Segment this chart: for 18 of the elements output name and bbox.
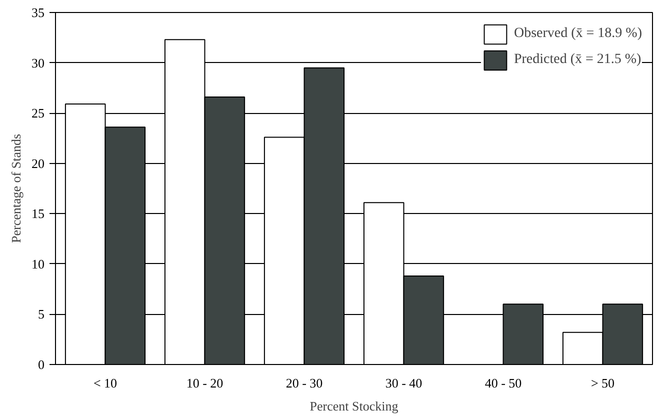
x-tick-label: > 50 (590, 376, 615, 390)
y-tick-label: 15 (32, 206, 44, 222)
y-tick-label: 0 (38, 357, 44, 372)
y-tick-label: 5 (38, 306, 44, 322)
x-tick-label: 20 - 30 (286, 376, 323, 390)
legend-label: Observed (x̄ = 18.9 %) (514, 26, 642, 42)
legend-label: Predicted (x̄ = 21.5 %) (514, 52, 642, 68)
y-axis-title: Percentage of Stands (8, 134, 24, 244)
y-tick-label: 25 (32, 106, 44, 121)
x-tick-label: 30 - 40 (385, 376, 422, 390)
x-axis-title: Percent Stocking (310, 398, 399, 414)
y-tick-label: 20 (32, 156, 44, 171)
x-tick-label: 10 - 20 (186, 376, 224, 390)
x-tick-label: < 10 (93, 376, 118, 390)
y-tick-label: 30 (32, 55, 44, 70)
y-tick-label: 10 (32, 256, 44, 272)
y-tick-label: 35 (32, 5, 44, 20)
x-tick-label: 40 - 50 (484, 376, 522, 390)
